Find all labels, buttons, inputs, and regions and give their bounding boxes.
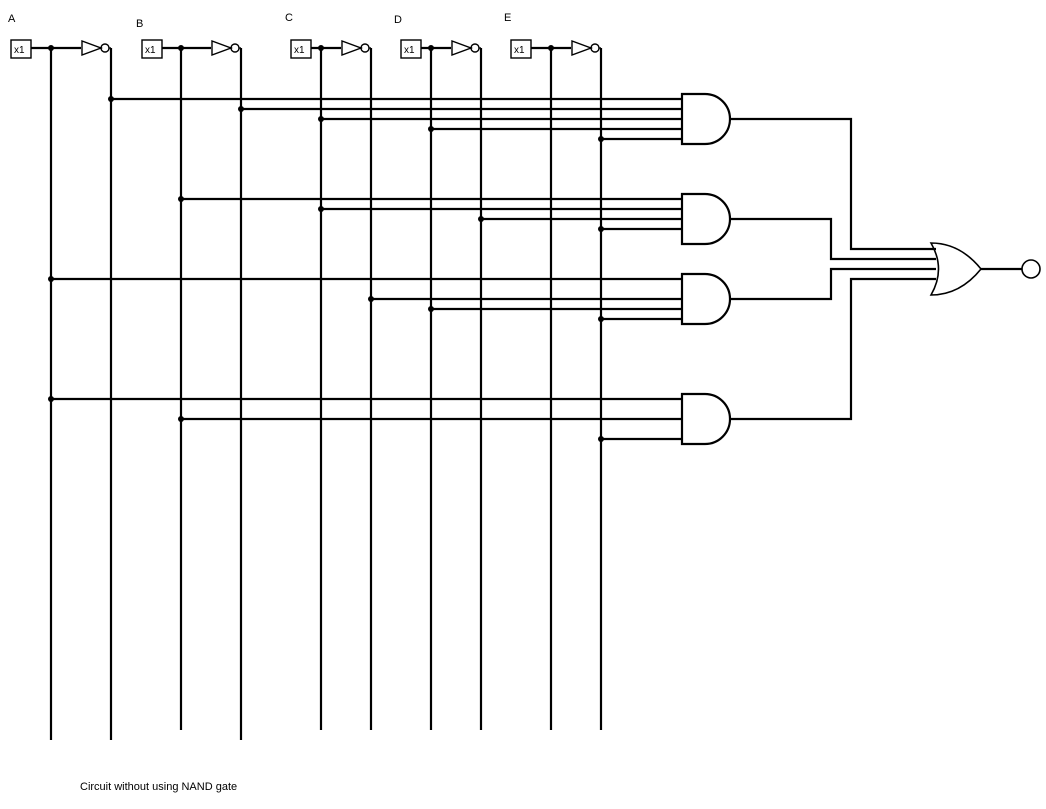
output-probe[interactable] (1021, 259, 1041, 279)
and-gate-2 (680, 192, 732, 246)
input-c-box-label: x1 (294, 45, 305, 56)
input-d-box-label: x1 (404, 45, 415, 56)
not-gate-e (571, 39, 594, 57)
input-c-name: C (285, 12, 293, 24)
input-e-name: E (504, 12, 511, 24)
and-to-or-wires (730, 117, 936, 421)
input-d-block (400, 39, 483, 730)
input-d-name: D (394, 14, 402, 26)
input-a-name: A (8, 13, 16, 25)
or-gate (929, 242, 983, 296)
and-gate-1 (680, 92, 732, 146)
and-gate-4-wires (51, 397, 682, 441)
and-gate-3-wires (51, 277, 682, 321)
input-e-block (510, 39, 603, 730)
input-a-block (10, 39, 113, 740)
input-a-box-label: x1 (14, 45, 25, 56)
not-gate-b (211, 39, 234, 57)
junction-dots (48, 45, 604, 442)
input-e-box-label: x1 (514, 45, 525, 56)
input-b-box-label: x1 (145, 45, 156, 56)
and-gate-1-wires (111, 97, 682, 141)
input-b-block (141, 39, 243, 740)
diagram-caption: Circuit without using NAND gate (80, 781, 238, 793)
and-gate-2-wires (181, 197, 682, 231)
and-gate-4 (680, 392, 732, 446)
not-gate-c (341, 39, 364, 57)
not-gate-d (451, 39, 474, 57)
input-c-block (290, 39, 373, 730)
and-gate-3 (680, 272, 732, 326)
not-gate-a (81, 39, 104, 57)
input-b-name: B (136, 18, 143, 30)
